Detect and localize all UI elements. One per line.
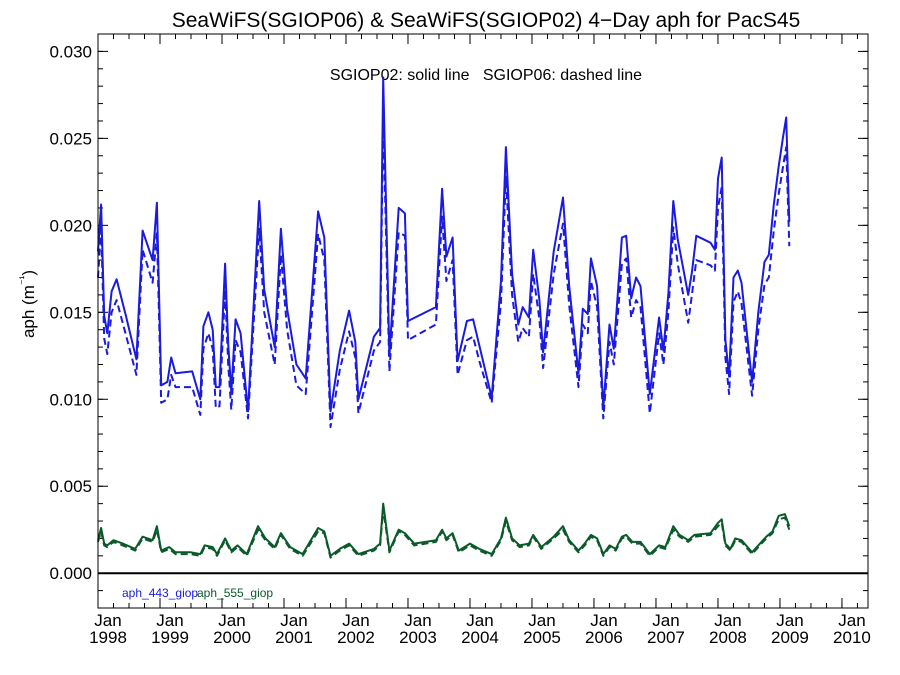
chart-title: SeaWiFS(SGIOP06) & SeaWiFS(SGIOP02) 4−Da… [172,9,801,32]
legend-label: aph_443_giop [122,586,198,600]
x-tick-year-label: 2005 [523,628,561,647]
series-line-aph_443_giop-solid [97,76,791,413]
y-axis-label: aph (m⁻¹) [18,270,38,338]
x-tick-year-label: 1998 [89,628,127,647]
x-tick-month-label: Jan [404,611,431,630]
x-tick-month-label: Jan [776,611,803,630]
y-tick-label: 0.000 [49,564,92,583]
y-tick-label: 0.020 [49,216,92,235]
x-tick-year-label: 2004 [461,628,499,647]
tick-labels: 0.0000.0050.0100.0150.0200.0250.030Jan19… [49,42,870,647]
x-tick-year-label: 2007 [647,628,685,647]
x-tick-month-label: Jan [528,611,555,630]
x-tick-year-label: 2008 [709,628,747,647]
plot-frame [97,33,869,609]
x-tick-year-label: 2002 [337,628,375,647]
line-style-annotation: SGIOP02: solid line SGIOP06: dashed line [330,67,642,84]
x-tick-month-label: Jan [838,611,865,630]
x-tick-year-label: 2003 [399,628,437,647]
legend-label: aph_555_giop [197,586,273,600]
x-tick-year-label: 2006 [585,628,623,647]
x-tick-year-label: 1999 [151,628,189,647]
x-tick-year-label: 2000 [213,628,251,647]
x-tick-year-label: 2001 [275,628,313,647]
axis-ticks [97,33,868,609]
x-tick-month-label: Jan [590,611,617,630]
y-tick-label: 0.015 [49,303,92,322]
y-tick-label: 0.010 [49,390,92,409]
y-tick-label: 0.005 [49,477,92,496]
data-series [97,76,791,559]
x-tick-month-label: Jan [156,611,183,630]
x-tick-month-label: Jan [342,611,369,630]
y-tick-label: 0.025 [49,129,92,148]
x-tick-month-label: Jan [280,611,307,630]
series-line-aph_443_giop-dashed [97,116,791,429]
y-tick-label: 0.030 [49,42,92,61]
x-tick-year-label: 2009 [771,628,809,647]
x-tick-month-label: Jan [466,611,493,630]
series-line-aph_555_giop-dashed [97,507,791,559]
x-tick-month-label: Jan [652,611,679,630]
x-tick-month-label: Jan [714,611,741,630]
x-tick-month-label: Jan [218,611,245,630]
x-tick-month-label: Jan [94,611,121,630]
x-tick-year-label: 2010 [833,628,871,647]
